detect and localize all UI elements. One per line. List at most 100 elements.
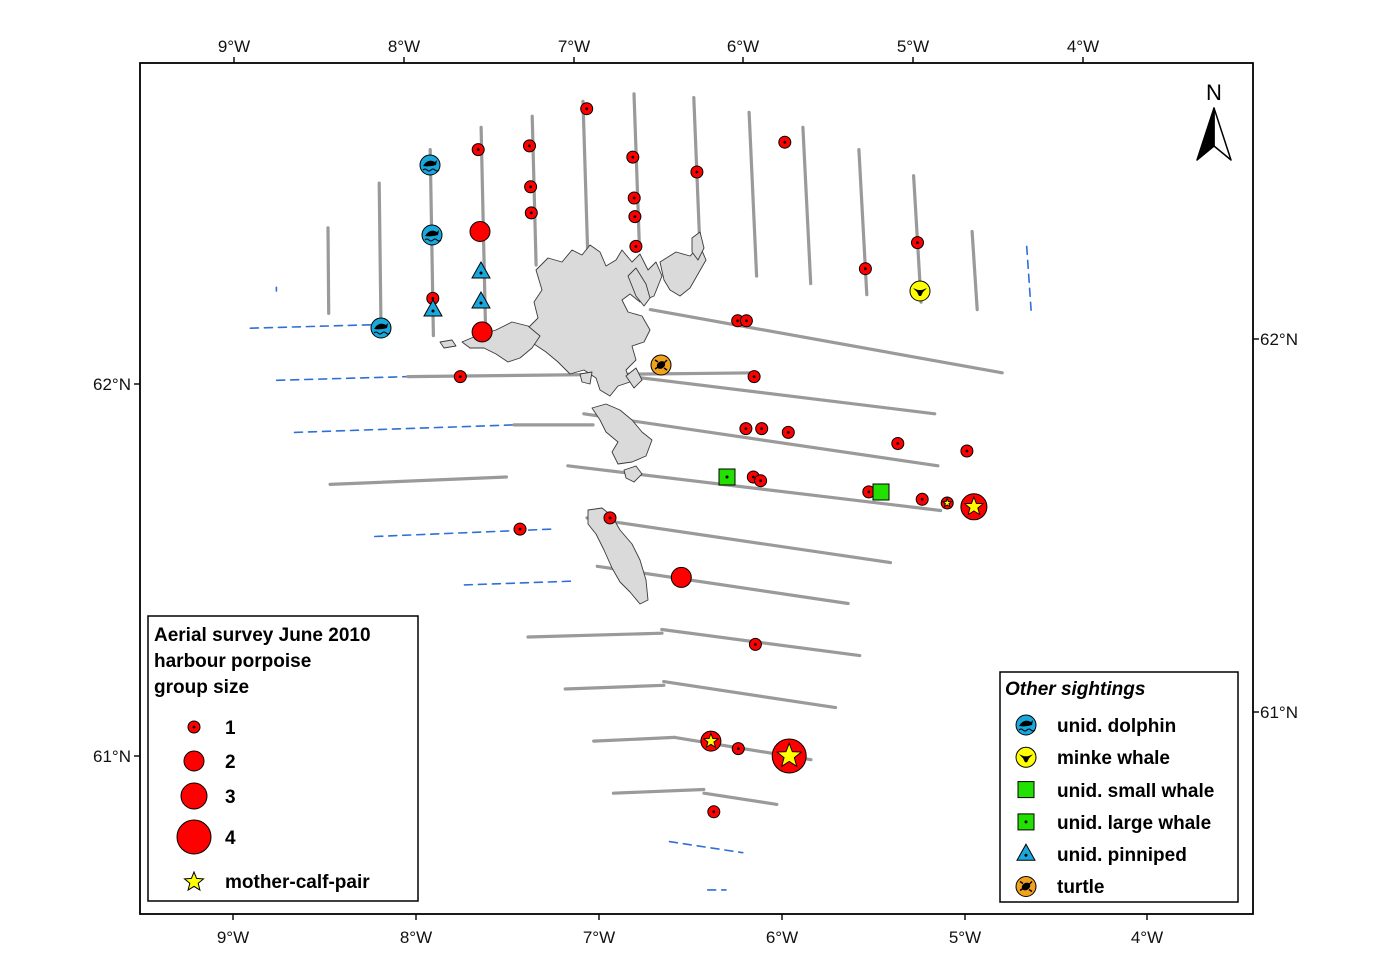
pinniped-icon [471,290,491,309]
lon-label-top-5w: 5°W [897,37,929,56]
porpoise-center-dot [864,267,867,271]
porpoise-center-dot [751,475,755,479]
legend-symbol-size-3 [180,782,208,810]
legend-star-icon [183,870,205,892]
mother-calf-star-icon [941,497,953,508]
north-arrow: N [1196,80,1232,161]
mother-calf-star-icon [963,495,985,516]
transect-diagonal [668,840,744,854]
legend-label-mother-calf: mother-calf-pair [225,872,370,893]
dolphin-waves [373,331,391,335]
porpoise-center-dot [712,810,716,814]
pinniped-dot [431,309,435,313]
porpoise-sighting [471,321,493,343]
mother-calf-star-icon [775,742,803,768]
island-nolsoy [625,367,643,389]
other-sightings-legend: Other sightings unid. dolphin minke whal… [999,671,1239,903]
transect-diagonal [293,424,515,434]
porpoise-center-dot [458,375,462,378]
map-frame [139,62,1254,915]
north-arrow-label: N [1206,80,1222,105]
dolphin-waves [424,238,442,242]
pinniped-dot [1024,853,1028,857]
transect-diagonal [592,735,677,743]
legend-label-size-3: 3 [225,787,236,808]
lon-labels-top: 9°W 8°W 7°W 6°W 5°W 4°W [218,37,1099,56]
legend-symbol-size-1 [187,720,201,734]
turtle-shell [656,361,666,369]
turtle-shell [1021,882,1031,891]
lon-label-bottom-9w: 9°W [217,928,249,947]
lat-label-left-61n: 61°N [93,747,131,766]
transect-diagonal [563,683,666,691]
porpoise-center-dot [695,170,699,174]
island-sandoy [591,403,653,465]
other-legend-label-turtle: turtle [1057,877,1105,898]
turtle-flippers [1019,880,1033,893]
island-vidoy [691,231,705,261]
porpoise-center-dot [745,319,748,323]
porpoise-center-dot [760,427,764,430]
legend-label-size-4: 4 [225,828,236,849]
porpoise-center-dot [736,319,740,323]
transect-diagonal [585,516,893,565]
transect-vertical [326,226,331,315]
transect-vertical [581,99,590,274]
whale-tail-silhouette [913,288,927,296]
porpoise-center-dot [632,196,636,200]
porpoise-center-dot [752,375,756,378]
lat-labels-left: 62°N 61°N [93,375,131,766]
porpoise-center-dot [920,497,924,501]
turtle-flippers [654,359,668,371]
other-legend-box [999,671,1239,903]
transect-diagonal [611,787,706,795]
transect-diagonal [328,475,508,486]
porpoise-center-dot [518,527,522,531]
small-whale-icon [872,483,890,501]
transect-diagonal [702,791,779,807]
legend-title-line-1: Aerial survey June 2010 [154,625,371,646]
other-legend-label-small-whale: unid. small whale [1057,781,1214,802]
other-legend-label-large-whale: unid. large whale [1057,813,1211,834]
island-mykines [439,339,457,349]
porpoise-center-dot [608,516,612,520]
transect-diagonal [648,308,1004,375]
dolphin-silhouette [1019,720,1033,727]
transect-vertical [747,110,759,278]
lon-label-top-8w: 8°W [388,37,420,56]
north-arrow-shaded-half [1196,107,1215,161]
legend-label-size-1: 1 [225,718,236,739]
pinniped-dot [479,271,483,275]
porpoise-center-dot [633,215,637,219]
transect-vertical [377,181,383,338]
porpoise-sighting [670,566,692,588]
porpoise-center-dot [786,431,790,434]
lat-label-right-61n: 61°N [1260,703,1298,722]
transect-diagonal [598,371,937,416]
lon-label-top-4w: 4°W [1067,37,1099,56]
dolphin-waves [422,168,440,172]
sightings-layer [370,102,988,819]
porpoise-center-dot [896,442,900,445]
legend-symbol-size-2 [183,750,205,772]
transect-diagonal [463,580,572,586]
porpoise-center-dot [585,107,589,111]
porpoise-center-dot [529,185,532,189]
other-legend-label-dolphin: unid. dolphin [1057,716,1176,737]
dolphin-silhouette [425,230,439,237]
porpoise-center-dot [528,144,531,148]
lon-label-top-6w: 6°W [727,37,759,56]
porpoise-center-dot [431,297,435,300]
porpoise-center-dot [631,155,635,159]
other-legend-symbols [1015,714,1037,897]
pinniped-icon [1016,843,1036,861]
pinniped-dot [479,301,483,305]
transect-vertical [1025,245,1033,315]
porpoise-sighting [469,221,491,242]
porpoise-center-dot [529,211,533,215]
porpoise-center-dot [736,747,740,750]
porpoise-center-dot [634,245,638,248]
graticule-ticks [134,57,1259,920]
porpoise-center-dot [744,427,748,430]
